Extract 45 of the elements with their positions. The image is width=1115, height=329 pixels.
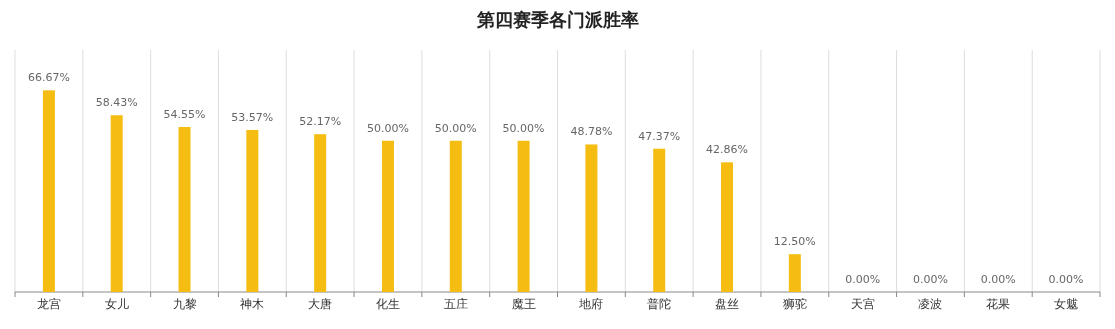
x-tick-label: 女魃 (1054, 297, 1079, 311)
data-label: 0.00% (912, 273, 948, 286)
bar (721, 162, 734, 292)
data-label: 50.00% (502, 121, 545, 135)
x-tick-label: 凌波 (918, 297, 943, 311)
chart-title: 第四赛季各门派胜率 (475, 9, 639, 30)
bar (178, 126, 191, 292)
bar (449, 140, 462, 292)
bar (246, 129, 259, 292)
x-tick-label: 九黎 (172, 297, 197, 311)
data-label: 48.78% (570, 125, 613, 139)
bar (42, 90, 55, 292)
x-tick-label: 狮驼 (782, 297, 807, 311)
bar (585, 144, 598, 292)
x-tick-label: 普陀 (647, 297, 672, 311)
x-tick-label: 盘丝 (715, 297, 740, 311)
data-label: 58.43% (95, 96, 138, 110)
data-label: 47.37% (638, 129, 681, 143)
x-tick-label: 龙宫 (36, 297, 61, 311)
data-label: 50.00% (434, 121, 477, 135)
x-tick-label: 花果 (986, 297, 1011, 311)
x-tick-label: 神木 (240, 297, 265, 311)
data-label: 0.00% (845, 273, 881, 286)
data-label: 54.55% (163, 107, 206, 121)
x-tick-label: 五庄 (443, 297, 468, 311)
data-label: 66.67% (27, 71, 70, 85)
x-tick-label: 大唐 (308, 297, 333, 311)
bar (788, 254, 801, 292)
data-label: 53.57% (231, 110, 274, 124)
data-label: 52.17% (299, 115, 342, 129)
x-tick-label: 女儿 (104, 297, 129, 311)
x-tick-label: 化生 (375, 297, 400, 311)
bar (314, 134, 327, 292)
data-label: 0.00% (1048, 273, 1084, 286)
data-label: 0.00% (980, 273, 1016, 286)
data-label: 42.86% (706, 143, 749, 157)
data-label: 50.00% (366, 121, 409, 135)
bar (381, 140, 394, 292)
x-tick-label: 地府 (578, 297, 604, 311)
data-label: 12.50% (773, 235, 816, 249)
bar (517, 140, 530, 292)
bar (653, 148, 666, 292)
x-tick-label: 魔王 (511, 297, 536, 311)
bar (110, 115, 123, 292)
x-tick-label: 天宫 (850, 297, 875, 311)
